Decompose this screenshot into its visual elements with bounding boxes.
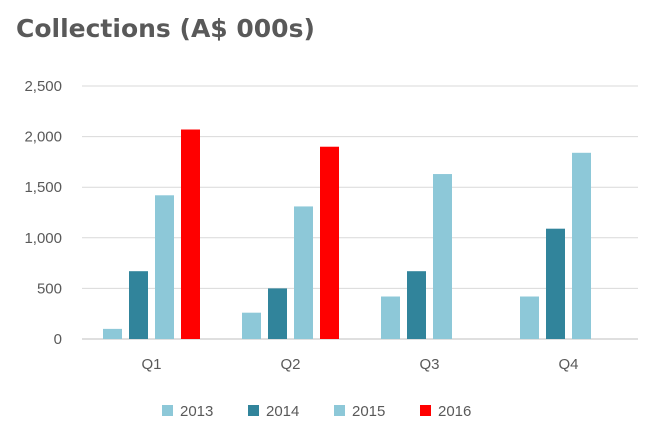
bar-2016-Q2 <box>320 146 339 339</box>
bar-2014-Q4 <box>546 228 565 339</box>
bar-2013-Q3 <box>381 296 400 339</box>
y-tick-label: 1,000 <box>24 230 62 247</box>
chart-title: Collections (A$ 000s) <box>16 14 315 43</box>
legend-label-2014: 2014 <box>266 403 299 420</box>
bar-2014-Q2 <box>268 288 287 339</box>
legend-swatch-2014 <box>248 405 259 416</box>
bar-2015-Q4 <box>572 152 591 339</box>
legend-swatch-2013 <box>162 405 173 416</box>
legend-swatch-2015 <box>334 405 345 416</box>
bar-2015-Q1 <box>155 195 174 339</box>
bar-2013-Q4 <box>520 296 539 339</box>
legend-label-2013: 2013 <box>180 403 213 420</box>
bar-2013-Q2 <box>242 312 261 339</box>
bar-2015-Q2 <box>294 206 313 339</box>
legend-label-2016: 2016 <box>438 403 471 420</box>
bar-2014-Q1 <box>129 271 148 339</box>
x-tick-label: Q3 <box>419 356 439 373</box>
bar-2013-Q1 <box>103 328 122 339</box>
y-tick-label: 500 <box>37 280 62 297</box>
legend-swatch-2016 <box>420 405 431 416</box>
bar-2014-Q3 <box>407 271 426 339</box>
x-tick-label: Q4 <box>558 356 578 373</box>
y-tick-label: 2,500 <box>24 78 62 95</box>
y-tick-label: 0 <box>54 331 62 348</box>
x-tick-label: Q2 <box>280 356 300 373</box>
y-tick-label: 1,500 <box>24 179 62 196</box>
x-tick-label: Q1 <box>141 356 161 373</box>
y-tick-label: 2,000 <box>24 129 62 146</box>
bar-2015-Q3 <box>433 174 452 339</box>
bar-2016-Q1 <box>181 129 200 339</box>
legend-label-2015: 2015 <box>352 403 385 420</box>
